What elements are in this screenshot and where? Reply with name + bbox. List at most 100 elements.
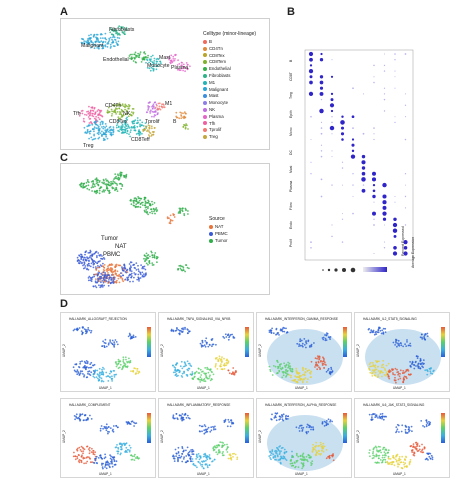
panel-d-ylabel: UMAP_2: [62, 344, 66, 357]
panel-b-dot: [352, 127, 354, 129]
panel-a-cluster-points: [182, 123, 189, 130]
panel-b-dot: [341, 218, 344, 220]
panel-c-cluster-points: [113, 171, 128, 181]
panel-d-points: [198, 424, 217, 435]
panel-d-points: [72, 326, 93, 336]
panel-a-cluster-points: [83, 120, 115, 142]
panel-d-ylabel: UMAP_2: [160, 430, 164, 443]
legend-swatch: [203, 135, 207, 140]
legend-swatch: [209, 231, 213, 236]
panel-c-cluster-points: [177, 207, 189, 217]
panel-b-dot: [394, 76, 396, 78]
panel-b-dot: [352, 184, 354, 186]
panel-c-cluster-label: Tumor: [101, 236, 119, 242]
panel-b-group-label: CD8T: [289, 71, 293, 81]
panel-d-umap: [171, 412, 239, 470]
panel-b-dot: [310, 241, 312, 243]
panel-a-cluster-label: Tprolif: [145, 119, 160, 125]
panel-d-points: [368, 445, 390, 464]
panel-c-cluster-label: PBMC: [103, 252, 121, 258]
panel-d-umap: [267, 412, 343, 471]
legend-label: NK: [209, 107, 216, 112]
panel-d-points: [92, 366, 118, 383]
panel-d-colorbar: [245, 327, 249, 357]
panel-d-points: [223, 418, 235, 428]
panel-c-legend-title: Source: [209, 216, 225, 222]
panel-a-cluster-label: Fibroblasts: [109, 27, 135, 33]
legend-label: PBMC: [215, 231, 228, 236]
panel-b-dot: [382, 182, 387, 188]
panel-a-legend-item: Plasma: [203, 114, 224, 119]
panel-d-points: [114, 356, 132, 371]
panel-b-color-legend-title: Average Expression: [411, 236, 415, 268]
panel-a-cluster-points: [80, 32, 121, 50]
panel-a-umap-plot: [78, 25, 191, 142]
panel-b-group-label: Epith: [289, 109, 293, 118]
panel-b-dot: [383, 241, 386, 243]
panel-d-tile: HALLMARK_INTERFERON_GAMMA_RESPONSE UMAP_1…: [256, 312, 352, 392]
panel-b-group-label: Plasma: [289, 180, 293, 192]
panel-d-umap: [170, 326, 238, 383]
panel-d-tile-title: HALLMARK_INFLAMMATORY_RESPONSE: [167, 403, 231, 407]
legend-label: CD8Tex: [209, 52, 225, 58]
legend-swatch: [203, 73, 207, 78]
panel-c-cluster-points: [143, 250, 159, 266]
panel-d-points: [310, 355, 327, 371]
panel-b-group-label: B: [289, 59, 293, 62]
panel-d-tile-title: HALLMARK_IL2_STAT5_SIGNALING: [363, 317, 417, 321]
panel-b-dot: [404, 224, 407, 226]
legend-label: Tprolif: [209, 127, 222, 133]
panel-label-c: C: [60, 152, 68, 164]
panel-b-dot: [352, 173, 354, 175]
panel-d-points: [214, 355, 230, 371]
panel-b-dot: [320, 52, 323, 56]
panel-b-dot: [341, 167, 344, 169]
legend-label: Tumor: [215, 238, 228, 243]
panel-a-legend-title: Celltype (minor-lineage): [203, 31, 257, 37]
panel-a-cluster-points: [109, 25, 128, 36]
panel-d-colorbar: [343, 413, 347, 443]
panel-a-cluster-label: CD4Tn: [105, 103, 122, 109]
panel-b-dot: [394, 195, 396, 198]
density-contour: [267, 415, 343, 471]
panel-b-size-legend: [322, 267, 356, 273]
panel-b-dot: [383, 93, 386, 95]
panel-b-size-legend-title: Percent Expressed: [401, 226, 405, 256]
panel-a-cluster-label: CD8Tex: [109, 119, 128, 125]
panel-d-tile-title: HALLMARK_INTERFERON_GAMMA_RESPONSE: [265, 317, 338, 321]
panel-b-dot: [308, 51, 314, 57]
panel-a-cluster-label: M1: [165, 101, 173, 107]
panel-c-cluster-points: [143, 200, 159, 216]
panel-b-dot: [393, 234, 397, 238]
panel-c-cluster-points: [129, 196, 149, 209]
panel-b-dot: [394, 121, 396, 124]
panel-b-dot: [361, 154, 366, 159]
panel-b-dot: [308, 91, 314, 97]
panel-b-group-label: Treg: [289, 92, 293, 99]
panel-b-dot: [319, 80, 324, 85]
panel-d-xlabel: UMAP_1: [295, 386, 308, 390]
legend-label: Endothelial: [209, 66, 231, 72]
panel-b-group-label: Prolif: [289, 239, 293, 247]
panel-a-cluster-label: Monocyte: [147, 63, 170, 69]
panel-a-cluster-label: Malignant: [81, 43, 104, 49]
panel-b-dot: [392, 222, 398, 228]
panel-d-tile: HALLMARK_INTERFERON_ALPHA_RESPONSE UMAP_1…: [256, 398, 352, 478]
density-contour: [365, 329, 441, 385]
panel-a-legend-item: Tprolif: [203, 127, 221, 132]
panel-b-dot: [373, 201, 375, 203]
panel-a-legend-item: NK: [203, 107, 215, 112]
legend-swatch: [203, 53, 207, 58]
panel-d-points: [114, 442, 132, 456]
panel-d-points: [212, 441, 229, 457]
panel-d-tile: HALLMARK_COMPLEMENT UMAP_1 UMAP_2: [60, 398, 156, 478]
panel-b-dot: [342, 213, 343, 215]
panel-d-ylabel: UMAP_2: [258, 344, 262, 357]
panel-b-dot: [351, 149, 355, 153]
panel-b-dot: [362, 93, 365, 95]
panel-b-dot: [361, 166, 366, 170]
panel-b-dot: [382, 211, 387, 216]
panel-a-cluster-points: [106, 102, 135, 120]
panel-b-group-label: Mono: [289, 127, 293, 136]
panel-b-dot: [310, 173, 312, 175]
